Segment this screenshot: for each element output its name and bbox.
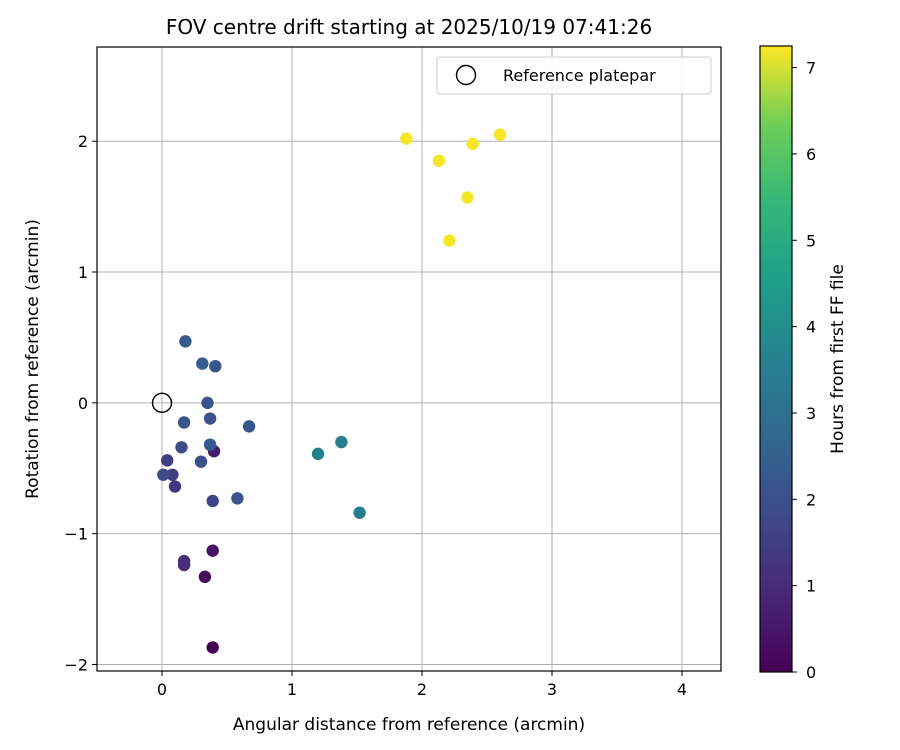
data-point (443, 234, 456, 247)
x-tick-label: 1 (287, 680, 297, 699)
data-point (466, 137, 479, 151)
colorbar-ticks: 0 1 2 3 4 5 6 7 (792, 59, 816, 682)
colorbar-tick-label: 2 (806, 490, 816, 509)
data-point (206, 641, 219, 654)
data-point (461, 191, 474, 204)
reference-marker (151, 392, 173, 414)
grid-lines (97, 47, 721, 671)
data-point (161, 454, 174, 467)
y-tick-label: 2 (78, 132, 88, 151)
x-tick-label: 2 (417, 680, 427, 699)
data-point (206, 494, 219, 508)
y-axis-ticks: −2 −1 0 1 2 (64, 132, 97, 674)
reference-platepar-marker (151, 392, 173, 414)
data-point (400, 132, 413, 145)
x-axis-ticks: 0 1 2 3 4 (157, 671, 687, 699)
colorbar-tick-label: 7 (806, 59, 816, 78)
colorbar (759, 45, 793, 673)
legend-label: Reference platepar (503, 66, 656, 85)
data-point (198, 570, 212, 584)
colorbar-label: Hours from first FF file (828, 264, 848, 454)
data-points (157, 128, 507, 654)
colorbar-tick-label: 6 (806, 145, 816, 164)
data-point (177, 554, 191, 568)
colorbar-tick-label: 5 (806, 231, 816, 250)
y-tick-label: 1 (78, 263, 88, 282)
x-tick-label: 4 (677, 680, 687, 699)
data-point (209, 359, 222, 373)
colorbar-tick-label: 4 (806, 318, 816, 337)
colorbar-tick-label: 3 (806, 404, 816, 423)
data-point (203, 412, 217, 425)
data-point (335, 435, 348, 449)
colorbar-tick-label: 0 (806, 663, 816, 682)
y-tick-label: 0 (78, 394, 88, 413)
data-point (166, 468, 179, 481)
data-point (242, 420, 256, 433)
x-axis-label: Angular distance from reference (arcmin) (233, 715, 585, 735)
x-tick-label: 0 (157, 680, 167, 699)
data-point (432, 154, 446, 168)
data-point (179, 335, 192, 348)
data-point (177, 416, 191, 429)
legend: Reference platepar (436, 56, 712, 95)
data-point (194, 455, 208, 468)
data-point (493, 128, 507, 141)
data-point (203, 438, 217, 451)
y-axis-label: Rotation from reference (arcmin) (23, 219, 43, 499)
data-point (168, 480, 182, 493)
legend-box (436, 56, 712, 95)
data-point (201, 396, 214, 410)
data-point (311, 447, 325, 461)
legend-reference-marker (455, 64, 477, 86)
y-tick-label: −1 (64, 525, 88, 544)
chart-title: FOV centre drift starting at 2025/10/19 … (166, 15, 652, 39)
colorbar-tick-label: 1 (806, 577, 816, 596)
data-point (196, 357, 209, 370)
y-tick-label: −2 (64, 655, 88, 674)
data-point (175, 441, 188, 454)
data-point (206, 544, 219, 557)
data-point (353, 506, 366, 519)
x-tick-label: 3 (547, 680, 557, 699)
data-point (231, 492, 244, 505)
plot-frame (96, 46, 722, 672)
data-point (157, 468, 170, 481)
